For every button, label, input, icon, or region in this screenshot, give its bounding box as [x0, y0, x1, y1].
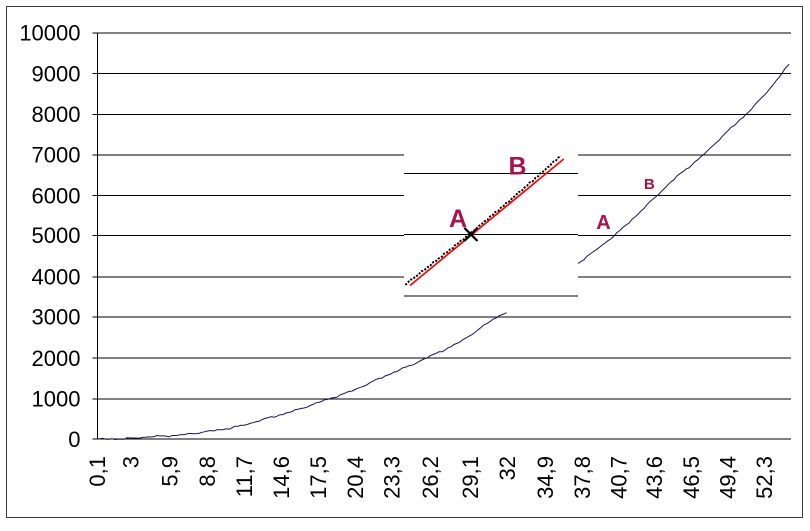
svg-text:3000: 3000: [32, 305, 81, 330]
svg-text:A: A: [449, 205, 467, 233]
svg-text:B: B: [509, 153, 527, 181]
svg-text:20,4: 20,4: [343, 456, 368, 499]
svg-text:10000: 10000: [19, 21, 80, 46]
svg-text:29,1: 29,1: [458, 456, 483, 499]
svg-text:17,5: 17,5: [306, 456, 331, 499]
svg-text:49,4: 49,4: [715, 456, 740, 499]
svg-text:4000: 4000: [32, 265, 81, 290]
svg-text:11,7: 11,7: [232, 456, 257, 497]
svg-text:23,3: 23,3: [380, 456, 405, 499]
svg-text:3: 3: [118, 456, 143, 468]
svg-text:52,3: 52,3: [752, 456, 777, 499]
svg-text:46,5: 46,5: [679, 456, 704, 499]
svg-text:0: 0: [68, 427, 80, 452]
svg-text:40,7: 40,7: [607, 456, 632, 499]
svg-text:37,8: 37,8: [570, 456, 595, 499]
svg-text:32: 32: [495, 456, 520, 480]
svg-text:A: A: [596, 212, 610, 234]
svg-text:1000: 1000: [32, 387, 81, 412]
svg-text:14,6: 14,6: [269, 456, 294, 499]
svg-text:2000: 2000: [32, 346, 81, 371]
svg-text:8,8: 8,8: [195, 456, 220, 487]
svg-text:5000: 5000: [32, 223, 81, 248]
svg-text:34,9: 34,9: [533, 456, 558, 499]
svg-text:9000: 9000: [32, 61, 81, 86]
svg-text:43,6: 43,6: [642, 456, 667, 499]
svg-text:7000: 7000: [32, 143, 81, 168]
svg-text:6000: 6000: [32, 183, 81, 208]
svg-text:8000: 8000: [32, 102, 81, 127]
svg-text:5,9: 5,9: [158, 456, 183, 487]
svg-text:26,2: 26,2: [418, 456, 443, 499]
svg-text:B: B: [644, 176, 655, 193]
svg-text:0,1: 0,1: [85, 456, 110, 487]
